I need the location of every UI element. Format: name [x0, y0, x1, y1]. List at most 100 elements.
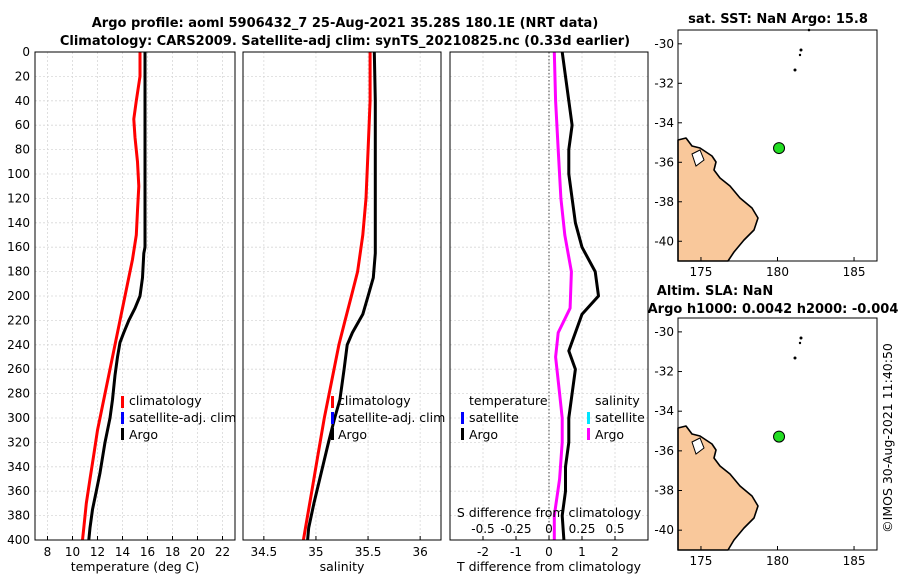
- salinity-legend: climatology satellite-adj. clim Argo: [331, 393, 445, 442]
- island-detail: [691, 149, 705, 167]
- series-line-climatology: [81, 52, 142, 541]
- x-tick-label: 35.5: [355, 545, 382, 559]
- map-x-tick-label: 180: [766, 265, 789, 279]
- legend-swatch-satellite: [121, 412, 124, 424]
- temperature-xlabel: temperature (deg C): [71, 559, 200, 574]
- series-line-t-argo-clim: [560, 51, 600, 541]
- depth-tick-label: 80: [15, 143, 30, 157]
- series-line-argo: [306, 51, 377, 541]
- map-y-tick-label: -40: [654, 234, 674, 248]
- legend-label-climatology: climatology: [338, 393, 411, 408]
- sla-map-land: [677, 336, 803, 551]
- series-line-climatology: [301, 52, 372, 541]
- legend-label-salinity: salinity: [595, 393, 640, 408]
- depth-tick-label: 280: [7, 387, 30, 401]
- legend-label-temperature: temperature: [469, 393, 548, 408]
- argo-location-marker: [773, 430, 786, 443]
- map-y-tick-label: -38: [654, 484, 674, 498]
- legend-swatch-t-argo: [461, 428, 464, 440]
- map-y-tick-label: -30: [654, 325, 674, 339]
- island-small-1: [799, 336, 803, 340]
- s-diff-tick-label: -0.5: [471, 522, 494, 536]
- island-small-3: [793, 356, 797, 360]
- temperature-panel: 8 10 12 14 16 18 20 22 temperature (deg C) clim…: [34, 51, 236, 574]
- x-tick-label: 35: [308, 545, 323, 559]
- depth-tick-label: 100: [7, 167, 30, 181]
- sla-map-subtitle: Argo h1000: 0.0042 h2000: -0.004: [648, 302, 899, 317]
- legend-label-t-satellite: satellite: [469, 410, 519, 425]
- series-line-s-argo-clim: [552, 51, 573, 540]
- s-diff-tick-label: 0: [545, 522, 553, 536]
- main-title-line2: Climatology: CARS2009. Satellite-adj cli…: [60, 34, 630, 49]
- legend-label-climatology: climatology: [129, 393, 202, 408]
- x-tick-label: 34.5: [250, 545, 277, 559]
- island-small-2: [798, 53, 802, 57]
- legend-swatch-climatology: [331, 396, 334, 408]
- x-tick-label: 1: [578, 545, 586, 559]
- island-small-2: [798, 341, 802, 345]
- legend-label-s-satellite: satellite: [595, 410, 645, 425]
- map-x-tick-label: 175: [690, 265, 713, 279]
- sst-map-title: sat. SST: NaN Argo: 15.8: [688, 12, 868, 27]
- island-detail: [691, 437, 705, 455]
- argo-location-marker: [773, 142, 786, 155]
- legend-label-argo: Argo: [129, 427, 158, 442]
- map-y-tick-label: -32: [654, 76, 674, 90]
- x-tick-label: 0: [545, 545, 553, 559]
- x-tick-label: 36: [413, 545, 428, 559]
- new-zealand-land: [677, 425, 759, 551]
- x-tick-label: 2: [611, 545, 619, 559]
- legend-swatch-satellite: [331, 412, 334, 424]
- legend-swatch-argo: [331, 428, 334, 440]
- legend-label-satellite: satellite-adj. clim: [129, 410, 236, 425]
- map-y-tick-label: -38: [654, 195, 674, 209]
- depth-tick-label: 120: [7, 191, 30, 205]
- s-diff-xlabel: S difference from climatology: [457, 505, 642, 520]
- new-zealand-land: [677, 137, 759, 262]
- depth-tick-label: 40: [15, 94, 30, 108]
- map-y-tick-label: -30: [654, 37, 674, 51]
- map-x-tick-label: 175: [690, 554, 713, 568]
- difference-legend-left: temperature satellite Argo: [461, 393, 548, 442]
- t-diff-xlabel: T difference from climatology: [456, 559, 642, 574]
- depth-tick-label: 340: [7, 460, 30, 474]
- s-diff-tick-label: 0.25: [569, 522, 596, 536]
- x-tick-label: 14: [115, 545, 130, 559]
- map-y-tick-label: -36: [654, 155, 674, 169]
- sla-map: Altim. SLA: NaN Argo h1000: 0.0042 h2000…: [648, 284, 899, 568]
- series-line-argo: [87, 52, 147, 541]
- depth-tick-label: 320: [7, 435, 30, 449]
- legend-swatch-argo: [121, 428, 124, 440]
- map-y-tick-label: -36: [654, 444, 674, 458]
- x-tick-label: 8: [44, 545, 52, 559]
- x-tick-label: 16: [140, 545, 155, 559]
- legend-label-satellite: satellite-adj. clim: [338, 410, 445, 425]
- depth-tick-label: 380: [7, 509, 30, 523]
- credit-label: ©IMOS 30-Aug-2021 11:40:50: [880, 343, 895, 533]
- map-x-tick-label: 185: [843, 265, 866, 279]
- depth-tick-label: 200: [7, 289, 30, 303]
- sla-map-title: Altim. SLA: NaN: [657, 284, 773, 299]
- legend-swatch-climatology: [121, 396, 124, 408]
- depth-tick-label: 220: [7, 313, 30, 327]
- x-tick-label: 20: [190, 545, 205, 559]
- depth-tick-label: 300: [7, 411, 30, 425]
- x-tick-label: -2: [477, 545, 489, 559]
- legend-swatch-s-satellite: [587, 412, 590, 424]
- main-title-line1: Argo profile: aoml 5906432_7 25-Aug-2021…: [92, 16, 599, 31]
- x-tick-label: -1: [510, 545, 522, 559]
- salinity-xlabel: salinity: [320, 559, 365, 574]
- difference-legend-right: salinity satellite Argo: [587, 393, 645, 442]
- depth-tick-label: 140: [7, 216, 30, 230]
- depth-tick-label: 240: [7, 338, 30, 352]
- temperature-legend: climatology satellite-adj. clim Argo: [121, 393, 236, 442]
- sst-map-land: [677, 28, 811, 262]
- difference-panel: -2 -1 0 1 2 -0.5 -0.25 0 0.25 0.5 S difference f…: [449, 51, 649, 574]
- x-tick-label: 22: [215, 545, 230, 559]
- depth-tick-label: 180: [7, 265, 30, 279]
- depth-tick-label: 160: [7, 240, 30, 254]
- legend-label-t-argo: Argo: [469, 427, 498, 442]
- map-x-tick-label: 180: [766, 554, 789, 568]
- x-tick-label: 18: [165, 545, 180, 559]
